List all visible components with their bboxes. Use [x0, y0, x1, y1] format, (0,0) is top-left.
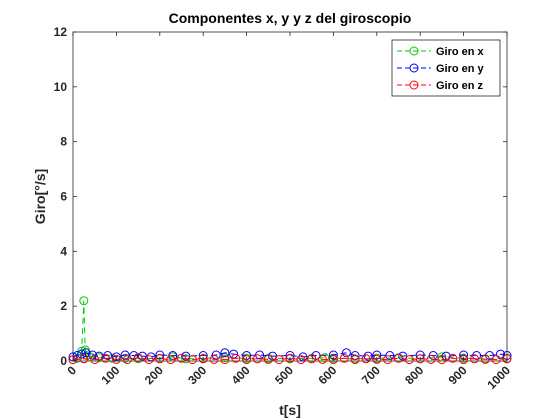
- series-2-point: [133, 353, 143, 363]
- series-2-point: [383, 355, 393, 365]
- series-2-point: [480, 354, 490, 364]
- series-1-point: [298, 352, 308, 362]
- x-axis-label: t[s]: [279, 402, 301, 418]
- series-0-point: [120, 353, 130, 363]
- y-tick-label: 0: [60, 354, 67, 368]
- series-2-point: [426, 354, 436, 364]
- series-2-point: [220, 355, 230, 365]
- series-1-point: [120, 350, 130, 360]
- legend-marker-0: [409, 46, 419, 56]
- series-2-point: [285, 353, 295, 363]
- series-2-point: [79, 354, 89, 364]
- series-2-point: [166, 355, 176, 365]
- series-1-point: [146, 352, 156, 362]
- series-2-point: [372, 354, 382, 364]
- y-tick-label: 6: [60, 190, 67, 204]
- y-axis-label: Giro[°/s]: [32, 169, 48, 224]
- series-2-point: [394, 353, 403, 363]
- series-2-point: [361, 354, 371, 364]
- series-2-point: [339, 353, 349, 363]
- series-2-point: [122, 355, 132, 365]
- series-1-point: [88, 350, 97, 360]
- series-1-point: [103, 351, 113, 360]
- series-2-point: [318, 354, 327, 364]
- series-1-point: [363, 351, 373, 361]
- series-2-point: [328, 355, 338, 365]
- series-2-point: [491, 355, 501, 365]
- series-0-point: [79, 296, 89, 306]
- series-1-point: [81, 348, 91, 358]
- series-1-point: [496, 349, 505, 359]
- series-2-point: [144, 355, 154, 365]
- series-2-point: [459, 355, 469, 365]
- series-2-point: [90, 355, 100, 365]
- legend-label-0: Giro en x: [436, 46, 485, 58]
- series-2-point: [209, 354, 219, 364]
- y-tick-label: 2: [60, 299, 67, 313]
- series-0-point: [181, 354, 191, 364]
- series-2-point: [101, 353, 110, 363]
- y-tick-label: 12: [54, 25, 68, 39]
- chart-title: Componentes x, y y z del giroscopio: [169, 10, 412, 26]
- legend-marker-1: [409, 63, 419, 73]
- legend-label-2: Giro en z: [436, 80, 484, 92]
- legend-label-1: Giro en y: [436, 63, 485, 75]
- y-tick-label: 8: [60, 135, 67, 149]
- series-2-point: [350, 355, 360, 365]
- legend-marker-2: [409, 80, 419, 90]
- y-tick-label: 4: [60, 244, 67, 258]
- series-2-point: [252, 354, 262, 364]
- series-2-point: [404, 355, 414, 365]
- series-2-point: [415, 354, 425, 364]
- series-2-point: [307, 354, 317, 364]
- series-0-point: [320, 353, 330, 363]
- series-2-point: [187, 355, 197, 365]
- series-2-point: [274, 355, 284, 365]
- y-tick-label: 10: [54, 80, 68, 94]
- series-2-point: [111, 354, 121, 364]
- series-2-point: [231, 353, 241, 363]
- series-2-point: [263, 354, 273, 364]
- series-layer: [68, 296, 512, 365]
- series-1-point: [341, 348, 351, 358]
- series-2-point: [68, 355, 78, 365]
- series-0-point: [437, 352, 447, 362]
- series-2-point: [242, 355, 252, 365]
- series-2-point: [502, 354, 512, 364]
- series-2-point: [296, 355, 306, 365]
- series-2-point: [198, 354, 208, 364]
- series-1-point: [129, 351, 139, 360]
- series-2-point: [155, 354, 165, 364]
- series-2-point: [177, 353, 186, 363]
- series-2-point: [470, 354, 479, 364]
- series-2-point: [448, 353, 458, 363]
- series-1-point: [220, 348, 230, 358]
- series-1-point: [77, 349, 87, 359]
- legend: Giro en x Giro en y Giro en z: [391, 39, 501, 97]
- series-2-point: [437, 355, 447, 365]
